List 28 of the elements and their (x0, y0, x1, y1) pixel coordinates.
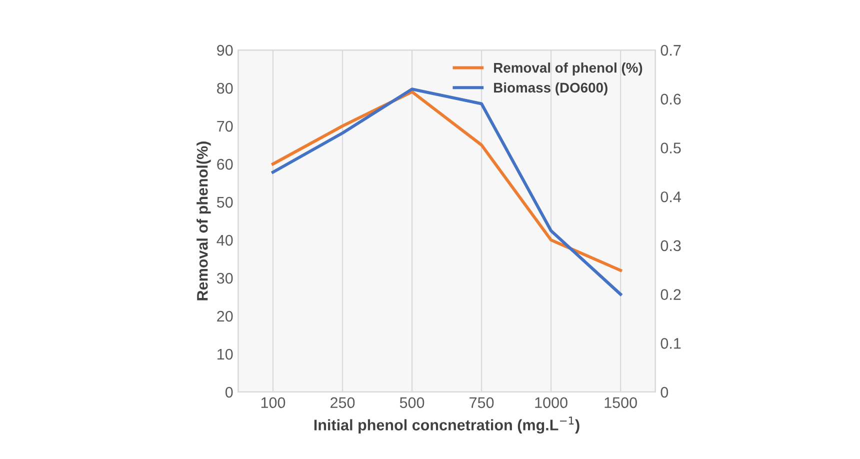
y2-tick-label: 0.7 (660, 44, 681, 56)
y-tick-label: 70 (217, 120, 233, 132)
y-tick-label: 80 (217, 82, 233, 94)
y-tick-label: 20 (217, 310, 233, 322)
legend-label: Removal of phenol (%) (494, 62, 642, 76)
y2-tick-label: 0.6 (660, 94, 681, 105)
y2-tick-label: 0 (660, 386, 668, 398)
y-axis-title: Removal of phenol(%) (196, 142, 211, 300)
x-axis-title: Initial phenol concnetration (mg.L$^{−1}$) (314, 416, 580, 434)
y2-tick-label: 0.2 (660, 289, 681, 300)
y-tick-label: 10 (218, 348, 233, 360)
x-tick-label: 500 (400, 397, 424, 408)
y-tick-label: 0 (225, 386, 233, 398)
legend-label: Biomass (DO600) (494, 82, 608, 96)
x-tick-label: 1000 (535, 397, 568, 408)
x-tick-label: 1500 (604, 397, 637, 408)
y-tick-label: 40 (216, 234, 233, 246)
y-tick-label: 50 (216, 196, 233, 208)
y2-tick-label: 0.3 (660, 240, 681, 252)
x-tick-label: 100 (261, 397, 286, 408)
y2-tick-label: 0.4 (660, 191, 681, 202)
x-tick-label: 250 (330, 397, 355, 408)
y-tick-label: 30 (216, 272, 233, 284)
x-tick-label: 750 (470, 397, 494, 408)
y2-tick-label: 0.1 (660, 338, 681, 349)
y2-tick-label: 0.5 (660, 142, 681, 154)
y-tick-label: 90 (217, 44, 233, 56)
y-tick-label: 60 (217, 158, 233, 170)
